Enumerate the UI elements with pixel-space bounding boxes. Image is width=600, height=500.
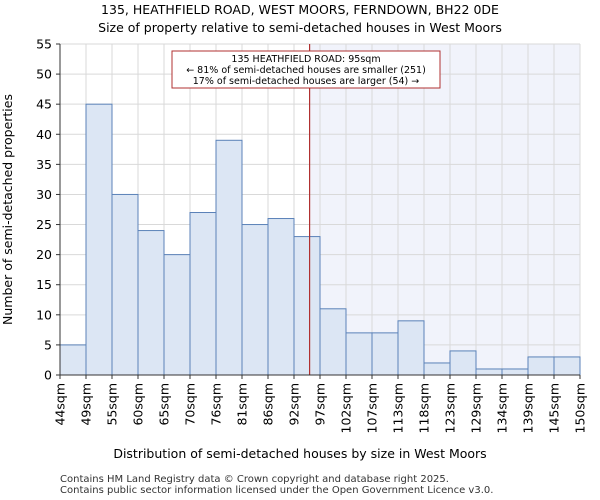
- annotation-frame: [171, 50, 441, 89]
- bar: [527, 356, 555, 376]
- annotation-line-3: 17% of semi-detached houses are larger (…: [193, 76, 420, 87]
- x-tick-label: 44sqm: [53, 383, 68, 426]
- bar: [397, 320, 425, 376]
- x-tick-label: 129sqm: [469, 383, 484, 433]
- bar: [449, 350, 477, 376]
- x-tick-label: 139sqm: [521, 383, 536, 433]
- y-tick-label: 0: [44, 368, 52, 383]
- bar: [293, 236, 321, 376]
- annotation-line-1: 135 HEATHFIELD ROAD: 95sqm: [231, 54, 380, 65]
- footer-line-1: Contains HM Land Registry data © Crown c…: [60, 474, 449, 485]
- bars: [59, 103, 581, 376]
- x-tick-label: 145sqm: [547, 383, 562, 433]
- footer-line-2: Contains public sector information licen…: [60, 485, 494, 496]
- bar: [371, 332, 399, 376]
- x-tick-label: 92sqm: [287, 383, 302, 426]
- bar: [215, 139, 243, 376]
- y-tick-label: 50: [36, 67, 52, 82]
- x-tick-label: 65sqm: [157, 383, 172, 426]
- bar: [111, 193, 139, 376]
- x-tick-label: 150sqm: [573, 383, 588, 433]
- x-tick-label: 123sqm: [443, 383, 458, 433]
- larger-region-shade: [309, 44, 580, 375]
- x-tick-label: 76sqm: [209, 383, 224, 426]
- y-tick-label: 5: [44, 337, 52, 352]
- y-tick-labels: 0 5 10 15 20 25 30 35 40 45 50 55: [36, 37, 60, 383]
- annotation-line-2: ← 81% of semi-detached houses are smalle…: [186, 65, 426, 76]
- x-tick-label: 107sqm: [365, 383, 380, 433]
- x-tick-label: 113sqm: [391, 383, 406, 433]
- bar: [475, 368, 503, 376]
- y-tick-label: 55: [36, 37, 52, 52]
- y-tick-label: 20: [36, 247, 52, 262]
- x-tick-label: 70sqm: [183, 383, 198, 426]
- y-tick-label: 10: [36, 307, 52, 322]
- bar: [501, 368, 529, 376]
- bar: [137, 230, 165, 376]
- y-tick-label: 15: [36, 277, 52, 292]
- bar: [85, 103, 113, 376]
- annotation-box: 135 HEATHFIELD ROAD: 95sqm ← 81% of semi…: [171, 50, 441, 89]
- chart-title: 135, HEATHFIELD ROAD, WEST MOORS, FERNDO…: [101, 2, 499, 17]
- bar: [59, 344, 87, 376]
- bar: [267, 218, 295, 376]
- x-tick-label: 81sqm: [235, 383, 250, 426]
- bar: [423, 362, 451, 376]
- bar: [553, 356, 581, 376]
- x-tick-labels: 44sqm 49sqm 55sqm 60sqm 65sqm 70sqm 76sqm 81sqm…: [53, 375, 588, 433]
- y-tick-label: 35: [36, 157, 52, 172]
- y-tick-label: 45: [36, 97, 52, 112]
- x-tick-label: 49sqm: [79, 383, 94, 426]
- x-tick-label: 102sqm: [339, 383, 354, 433]
- y-axis-label: Number of semi-detached properties: [0, 94, 15, 325]
- plot-area: 135 HEATHFIELD ROAD: 95sqm ← 81% of semi…: [36, 37, 587, 434]
- bar: [345, 332, 373, 376]
- bar: [163, 254, 191, 376]
- chart-subtitle: Size of property relative to semi-detach…: [98, 20, 502, 35]
- y-tick-label: 40: [36, 127, 52, 142]
- bar: [241, 224, 269, 376]
- x-tick-label: 97sqm: [313, 383, 328, 426]
- y-tick-label: 30: [36, 187, 52, 202]
- x-tick-label: 55sqm: [105, 383, 120, 426]
- bar: [189, 212, 217, 376]
- bar: [319, 308, 347, 376]
- x-axis-label: Distribution of semi-detached houses by …: [113, 446, 486, 461]
- x-tick-label: 118sqm: [417, 383, 432, 433]
- x-tick-label: 86sqm: [261, 383, 276, 426]
- x-tick-label: 60sqm: [131, 383, 146, 426]
- y-tick-label: 25: [36, 217, 52, 232]
- x-tick-label: 134sqm: [495, 383, 510, 433]
